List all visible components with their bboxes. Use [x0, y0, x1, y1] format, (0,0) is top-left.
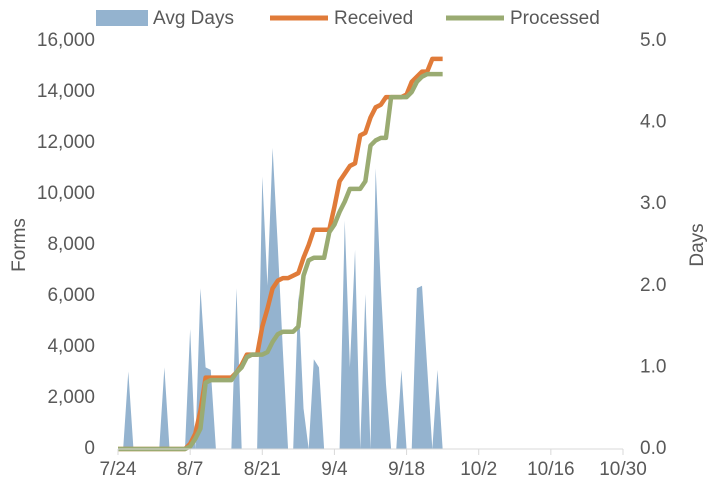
- y-axis-title: Forms: [9, 218, 30, 272]
- y-tick-label: 12,000: [37, 132, 95, 153]
- x-tick-label: 10/16: [527, 459, 575, 480]
- y2-tick-label: 0.0: [640, 438, 666, 459]
- x-tick-label: 10/30: [599, 459, 647, 480]
- y-tick-label: 2,000: [47, 387, 95, 408]
- legend-label: Avg Days: [153, 8, 234, 29]
- y-tick-label: 0: [84, 438, 95, 459]
- y2-tick-label: 5.0: [640, 30, 666, 51]
- y-tick-label: 8,000: [47, 234, 95, 255]
- y-tick-label: 6,000: [47, 285, 95, 306]
- x-tick-label: 8/21: [244, 459, 281, 480]
- y-tick-label: 16,000: [37, 30, 95, 51]
- x-tick-label: 9/4: [321, 459, 348, 480]
- legend-label: Received: [334, 8, 413, 29]
- x-tick-label: 9/18: [388, 459, 425, 480]
- x-tick-label: 10/2: [460, 459, 497, 480]
- area: [118, 147, 443, 449]
- y2-tick-label: 4.0: [640, 112, 666, 133]
- y2-tick-label: 1.0: [640, 356, 666, 377]
- y2-tick-label: 3.0: [640, 193, 666, 214]
- y-tick-label: 14,000: [37, 81, 95, 102]
- y-tick-label: 10,000: [37, 183, 95, 204]
- legend-label: Processed: [510, 8, 600, 29]
- x-tick-label: 8/7: [177, 459, 203, 480]
- y2-axis-title: Days: [687, 223, 708, 266]
- y-tick-label: 4,000: [47, 336, 95, 357]
- y2-tick-label: 2.0: [640, 275, 666, 296]
- x-tick-label: 7/24: [100, 459, 137, 480]
- legend-swatch: [96, 10, 148, 26]
